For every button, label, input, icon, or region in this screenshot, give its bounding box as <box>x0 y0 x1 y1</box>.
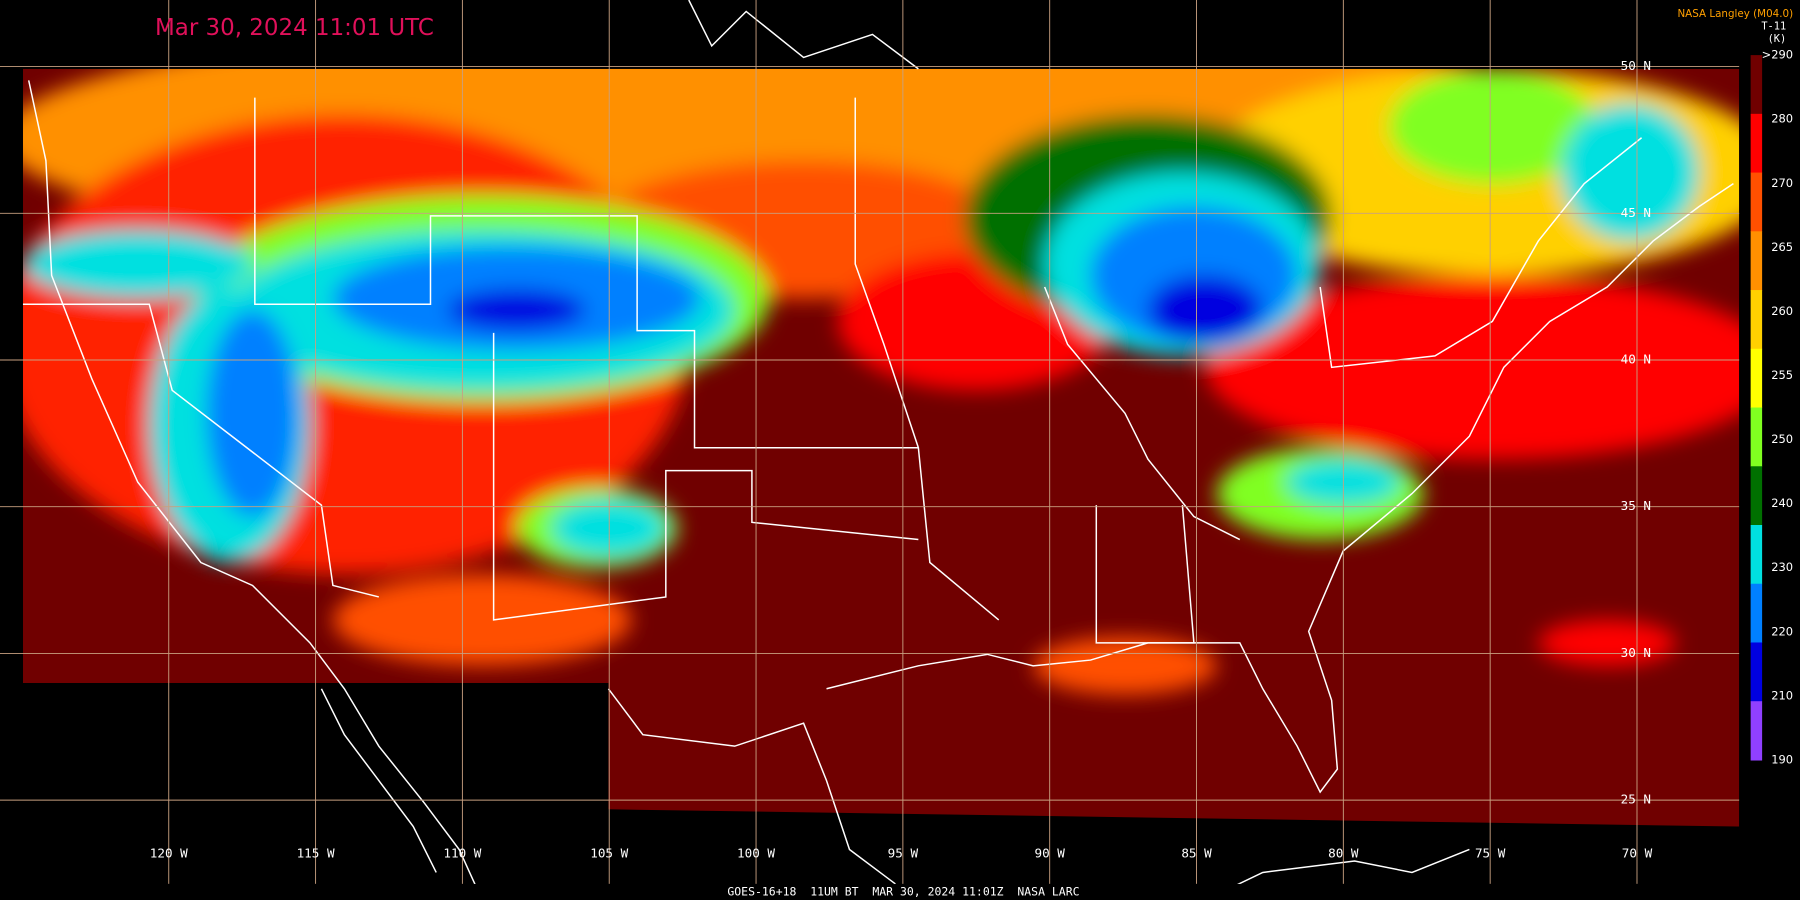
colorbar-label: 220 <box>1771 624 1793 638</box>
longitude-label: 100 W <box>737 846 775 861</box>
colorbar-band <box>1750 55 1763 115</box>
graticule: 50 N 45 N 40 N 35 N 30 N 25 N 120 W 115 W 110 W 1… <box>0 0 1740 884</box>
footer-bar <box>0 883 1800 900</box>
colorbar-band <box>1750 113 1763 174</box>
colorbar: >290 280 270 265 260 255 250 240 230 220 210 190 <box>1741 45 1800 785</box>
latitude-label: 30 N <box>1621 645 1651 660</box>
colorbar-band <box>1750 583 1763 644</box>
longitude-label: 70 W <box>1622 846 1653 861</box>
map-title: Mar 30, 2024 11:01 UTC <box>155 15 434 41</box>
colorbar-band <box>1750 701 1763 761</box>
colorbar-label: 255 <box>1771 368 1793 382</box>
colorbar-label: 280 <box>1771 112 1793 126</box>
colorbar-label: 260 <box>1771 304 1793 318</box>
credit: NASA Langley (M04.0) <box>1677 8 1793 20</box>
colorbar-band <box>1750 525 1763 585</box>
colorbar-label: 250 <box>1771 432 1793 446</box>
footer: GOES-16+18 11UM BT MAR 30, 2024 11:01Z N… <box>727 884 1079 898</box>
longitude-label: 95 W <box>888 846 919 861</box>
legend-unit: (K) <box>1768 33 1787 45</box>
legend-title: T-11 <box>1761 20 1786 32</box>
colorbar-label: 190 <box>1771 752 1793 766</box>
longitude-label: 85 W <box>1181 846 1212 861</box>
colorbar-label: 240 <box>1771 496 1793 510</box>
longitude-label: 110 W <box>443 846 481 861</box>
colorbar-band <box>1750 642 1763 702</box>
colorbar-band <box>1750 290 1763 350</box>
latitude-label: 35 N <box>1621 498 1651 513</box>
colorbar-band <box>1750 466 1763 526</box>
colorbar-label: 270 <box>1771 176 1793 190</box>
cloud-field <box>22 68 1740 695</box>
longitude-label: 80 W <box>1328 846 1359 861</box>
colorbar-label: 265 <box>1771 240 1793 254</box>
colorbar-label: 230 <box>1771 560 1793 574</box>
longitude-label: 120 W <box>150 846 188 861</box>
longitude-label: 115 W <box>297 846 335 861</box>
longitude-label: 75 W <box>1475 846 1506 861</box>
latitude-label: 40 N <box>1621 352 1651 367</box>
longitude-label: 90 W <box>1035 846 1066 861</box>
colorbar-label: 210 <box>1771 688 1793 702</box>
colorbar-band <box>1750 348 1763 409</box>
colorbar-band <box>1750 231 1763 291</box>
coastlines <box>22 0 1734 900</box>
latitude-label: 25 N <box>1621 792 1651 807</box>
longitude-label: 105 W <box>590 846 628 861</box>
colorbar-band <box>1750 407 1763 467</box>
colorbar-band <box>1750 172 1763 232</box>
latitude-label: 45 N <box>1621 205 1651 220</box>
latitude-label: 50 N <box>1621 58 1651 73</box>
colorbar-label: >290 <box>1762 48 1794 62</box>
colorbar-frame <box>1741 45 1800 785</box>
